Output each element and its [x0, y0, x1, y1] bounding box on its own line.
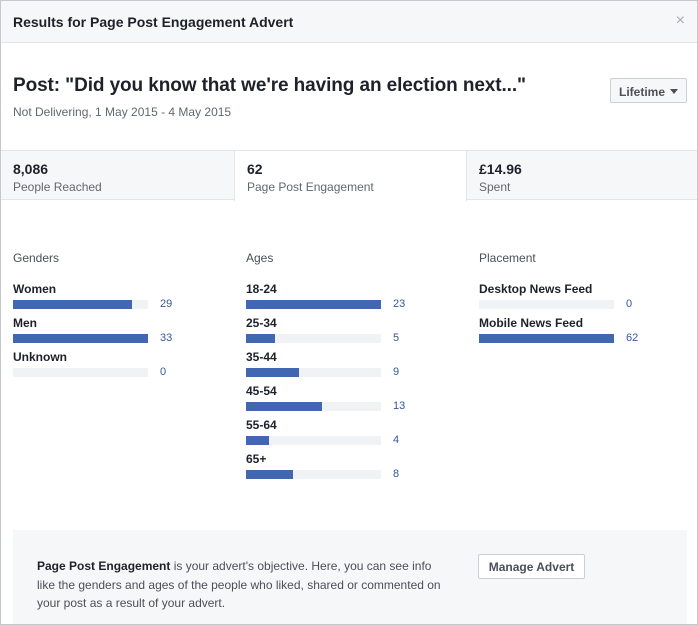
post-status: Not Delivering, 1 May 2015 - 4 May 2015 [13, 105, 232, 119]
genders-row: Men 33 [13, 316, 172, 350]
post-header: Post: "Did you know that we're having an… [13, 75, 685, 119]
bar-fill [479, 334, 614, 343]
stat-value: £14.96 [479, 161, 522, 177]
genders-row: Unknown 0 [13, 350, 166, 384]
row-value: 13 [393, 400, 406, 412]
objective-text: is your advert's objective. Here, you ca… [37, 559, 441, 610]
row-value: 8 [393, 468, 400, 480]
close-icon[interactable]: × [675, 12, 685, 29]
row-label: 45-54 [246, 384, 277, 398]
bar-fill [246, 436, 269, 445]
objective-description: Page Post Engagement is your advert's ob… [37, 557, 447, 613]
bar-track [479, 334, 614, 343]
bar-fill [246, 334, 275, 343]
bar-fill [246, 470, 293, 479]
caret-down-icon [670, 89, 678, 94]
bar-fill [13, 334, 148, 343]
row-label: Desktop News Feed [479, 282, 593, 296]
ages-heading: Ages [246, 251, 274, 265]
bar-track [479, 300, 614, 309]
row-value: 0 [160, 366, 167, 378]
dialog-title: Results for Page Post Engagement Advert [13, 14, 294, 30]
row-label: Women [13, 282, 57, 296]
row-value: 0 [626, 298, 633, 310]
row-label: Unknown [13, 350, 67, 364]
row-value: 29 [160, 298, 173, 310]
date-range-dropdown[interactable]: Lifetime [610, 78, 687, 103]
ages-row: 65+ 8 [246, 452, 399, 486]
stats-tabs: 8,086 People Reached 62 Page Post Engage… [1, 150, 697, 201]
row-value: 5 [393, 332, 400, 344]
row-label: Men [13, 316, 37, 330]
row-label: 65+ [246, 452, 267, 466]
row-value: 33 [160, 332, 173, 344]
row-value: 4 [393, 434, 400, 446]
bar-track [246, 470, 381, 479]
placement-heading: Placement [479, 251, 536, 265]
dialog-titlebar: Results for Page Post Engagement Advert … [1, 1, 697, 43]
ages-row: 55-64 4 [246, 418, 399, 452]
bar-track [246, 402, 381, 411]
bar-fill [246, 300, 381, 309]
ages-column: Ages 18-24 23 25-34 5 35-44 9 45-54 13 55-64 4 65+… [246, 251, 405, 486]
placement-row: Mobile News Feed 62 [479, 316, 638, 350]
stat-value: 62 [247, 161, 263, 177]
manage-advert-button[interactable]: Manage Advert [478, 554, 585, 579]
bar-fill [13, 300, 132, 309]
stat-label: People Reached [13, 180, 102, 194]
ages-row: 45-54 13 [246, 384, 405, 418]
bar-track [246, 334, 381, 343]
bar-track [246, 436, 381, 445]
ages-row: 25-34 5 [246, 316, 399, 350]
bar-fill [246, 402, 322, 411]
objective-name: Page Post Engagement [37, 559, 171, 573]
tab-people-reached[interactable]: 8,086 People Reached [1, 151, 234, 200]
stat-label: Spent [479, 180, 511, 194]
genders-row: Women 29 [13, 282, 172, 316]
tab-page-post-engagement[interactable]: 62 Page Post Engagement [234, 151, 467, 201]
bar-track [246, 300, 381, 309]
bar-track [246, 368, 381, 377]
objective-info-panel: Page Post Engagement is your advert's ob… [13, 530, 687, 624]
stat-label: Page Post Engagement [247, 180, 374, 194]
bar-track [13, 334, 148, 343]
row-value: 23 [393, 298, 406, 310]
ages-row: 35-44 9 [246, 350, 399, 384]
ages-row: 18-24 23 [246, 282, 405, 316]
placement-column: Placement Desktop News Feed 0 Mobile News … [479, 251, 638, 350]
stat-value: 8,086 [13, 161, 49, 177]
row-value: 9 [393, 366, 400, 378]
post-title: Post: "Did you know that we're having an… [13, 75, 526, 96]
genders-heading: Genders [13, 251, 60, 265]
row-label: 18-24 [246, 282, 277, 296]
date-range-label: Lifetime [619, 85, 666, 99]
row-value: 62 [626, 332, 639, 344]
row-label: 25-34 [246, 316, 277, 330]
row-label: 35-44 [246, 350, 277, 364]
row-label: Mobile News Feed [479, 316, 584, 330]
row-label: 55-64 [246, 418, 277, 432]
genders-column: Genders Women 29 Men 33 Unknown 0 [13, 251, 172, 384]
bar-fill [246, 368, 299, 377]
tab-spent[interactable]: £14.96 Spent [467, 151, 697, 200]
bar-track [13, 368, 148, 377]
bar-track [13, 300, 148, 309]
placement-row: Desktop News Feed 0 [479, 282, 632, 316]
